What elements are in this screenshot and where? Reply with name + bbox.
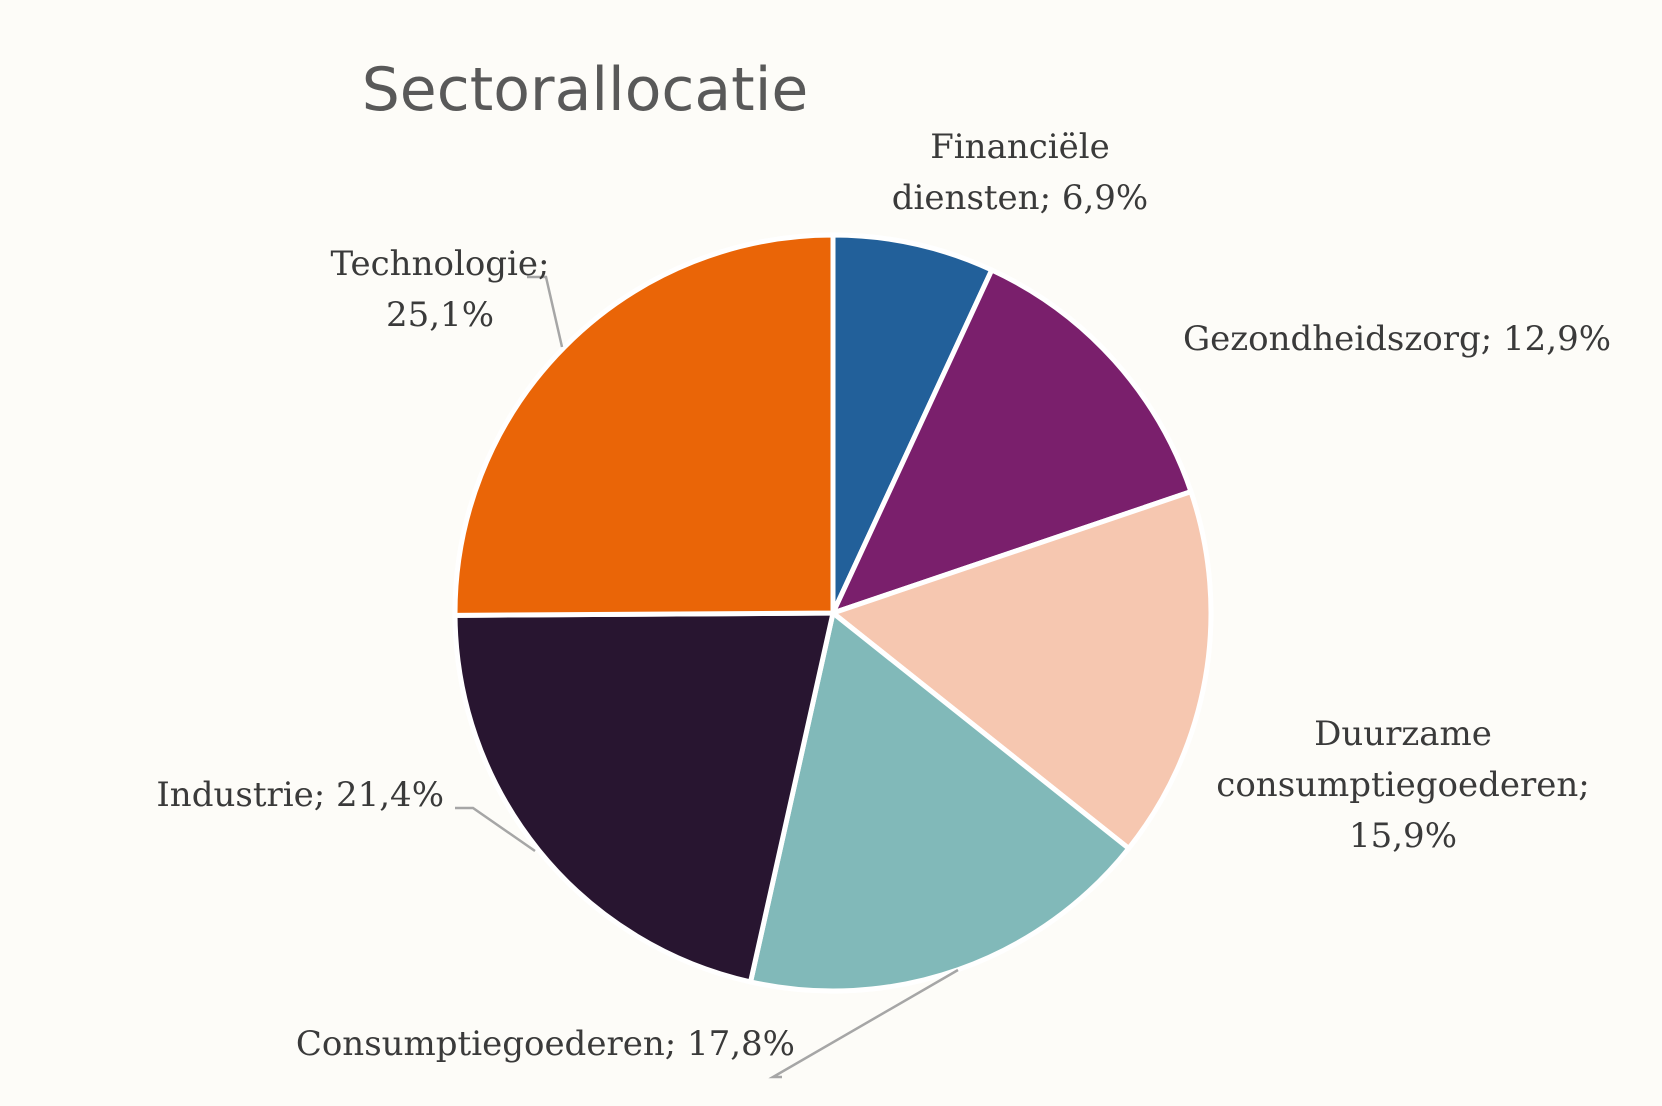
pie-slices — [452, 232, 1214, 994]
slice-labels: Financiële diensten; 6,9% Gezondheidszorg;… — [156, 127, 1611, 1064]
slice-label: Consumptiegoederen; 17,8% — [296, 1024, 795, 1064]
slice-label-line: 25,1% — [386, 295, 494, 335]
pie-slice-duurzame-consumptiegoederen — [830, 489, 1214, 851]
slice-label-line: 15,9% — [1349, 816, 1457, 856]
slice-label-line: diensten; 6,9% — [892, 178, 1148, 218]
slice-label-line: Industrie; 21,4% — [156, 775, 444, 815]
slice-label-line: Gezondheidszorg; 12,9% — [1183, 319, 1611, 359]
pie-slice-industrie — [452, 610, 836, 985]
slice-label: Industrie; 21,4% — [156, 775, 444, 815]
slice-label: Financiële diensten; 6,9% — [892, 127, 1148, 218]
pie-slice-consumptiegoederen — [748, 610, 1132, 994]
pie-slice-technologie — [452, 232, 836, 618]
leader-line — [527, 275, 564, 348]
leader-line — [768, 968, 959, 1079]
slice-label-line: Financiële — [930, 127, 1110, 167]
chart-title: Sectorallocatie — [362, 55, 809, 125]
slice-label: Technologie; 25,1% — [330, 244, 549, 335]
slice-label-line: consumptiegoederen; — [1216, 765, 1589, 805]
slice-label: Duurzame consumptiegoederen; 15,9% — [1216, 714, 1589, 856]
slice-label-line: Duurzame — [1314, 714, 1492, 754]
pie-slice-financi-le-diensten — [830, 232, 995, 616]
pie-slice-gezondheidszorg — [830, 267, 1194, 616]
slice-label-line: Consumptiegoederen; 17,8% — [296, 1024, 795, 1064]
leader-lines — [455, 275, 959, 1079]
slice-label: Gezondheidszorg; 12,9% — [1183, 319, 1611, 359]
slice-label-line: Technologie; — [330, 244, 549, 284]
leader-line — [455, 806, 536, 853]
